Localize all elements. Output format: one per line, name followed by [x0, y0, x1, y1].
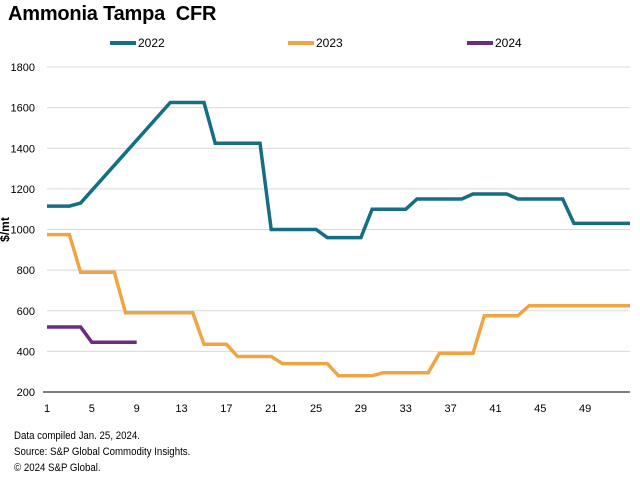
- y-tick-label: 1400: [11, 143, 35, 155]
- x-tick-label: 49: [579, 403, 591, 415]
- gridlines: [47, 66, 630, 352]
- legend: 2022 2023 2024: [110, 36, 522, 50]
- x-tick-label: 29: [355, 403, 367, 415]
- y-tick-label: 600: [17, 306, 35, 318]
- footnote-compiled: Data compiled Jan. 25, 2024.: [14, 430, 140, 442]
- x-axis-ticks: 1 5 9 13 17 21 25 29 33 37 41 45 49: [44, 403, 591, 415]
- x-tick-label: 21: [265, 403, 277, 415]
- y-tick-label: 800: [17, 265, 35, 277]
- legend-label-2024: 2024: [495, 36, 522, 50]
- x-tick-label: 33: [400, 403, 412, 415]
- series-lines: [47, 100, 630, 378]
- legend-label-2023: 2023: [316, 36, 343, 50]
- x-tick-label: 1: [44, 403, 50, 415]
- x-tick-label: 13: [175, 403, 187, 415]
- chart-title: Ammonia Tampa CFR: [8, 3, 217, 25]
- y-tick-label: 1200: [11, 184, 35, 196]
- footnote-source: Source: S&P Global Commodity Insights.: [14, 446, 191, 458]
- y-tick-label: 1000: [11, 225, 35, 237]
- x-tick-label: 9: [134, 403, 140, 415]
- y-tick-label: 400: [17, 346, 35, 358]
- series-line-2022: [47, 100, 630, 240]
- x-tick-label: 25: [310, 403, 322, 415]
- y-tick-label: 1600: [11, 103, 35, 115]
- series-line-2023: [47, 232, 630, 378]
- x-tick-label: 45: [534, 403, 546, 415]
- legend-label-2022: 2022: [138, 36, 165, 50]
- y-axis-ticks: 200 400 600 800 1000 1200 1400 1600 1800: [11, 62, 35, 399]
- footnote-copyright: © 2024 S&P Global.: [14, 462, 101, 474]
- x-tick-label: 41: [489, 403, 501, 415]
- series-line-2024: [47, 325, 137, 344]
- x-tick-label: 37: [444, 403, 456, 415]
- y-axis-label: $/mt: [0, 217, 12, 242]
- y-tick-label: 200: [17, 387, 35, 399]
- x-tick-label: 5: [89, 403, 95, 415]
- x-tick-label: 17: [220, 403, 232, 415]
- footnotes: Data compiled Jan. 25, 2024. Source: S&P…: [14, 428, 214, 476]
- y-tick-label: 1800: [11, 62, 35, 74]
